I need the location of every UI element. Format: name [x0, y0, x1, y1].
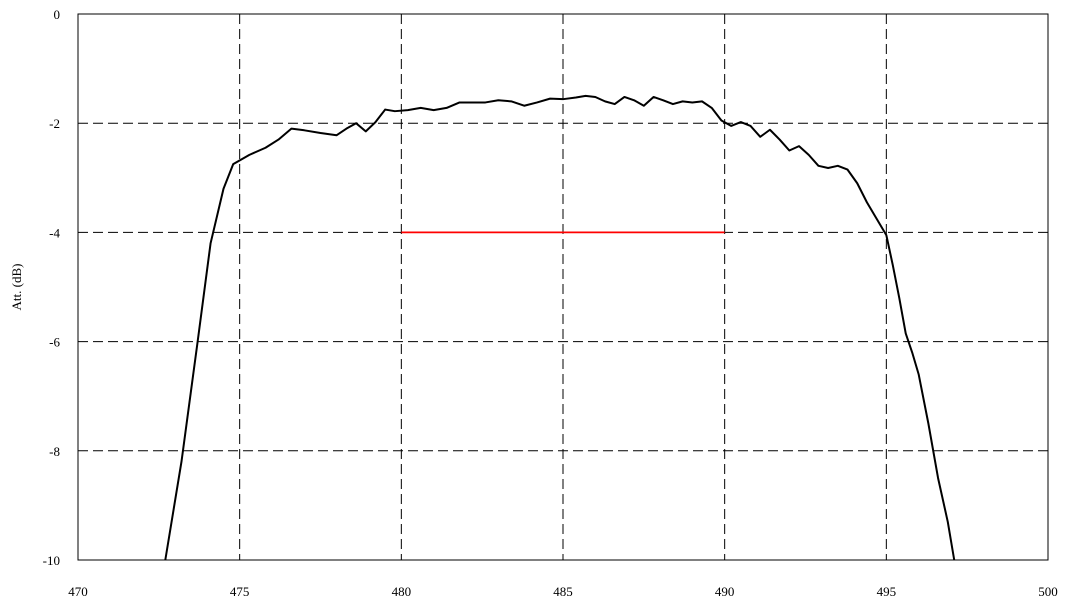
x-tick-label: 490: [715, 584, 735, 599]
series-line-1: [164, 94, 956, 561]
x-tick-label: 500: [1038, 584, 1058, 599]
plot-frame: [77, 13, 1049, 561]
x-tick-label: 480: [392, 584, 412, 599]
series-group: [164, 94, 956, 561]
y-tick-label: 0: [54, 7, 61, 22]
y-tick-label: -8: [49, 444, 60, 459]
x-tick-label: 470: [68, 584, 88, 599]
x-tick-label: 495: [877, 584, 897, 599]
grid-lines: [78, 14, 1048, 560]
y-tick-label: -2: [49, 116, 60, 131]
x-tick-label: 475: [230, 584, 250, 599]
x-axis-ticks: 470 475 480 485 490 495 500: [68, 584, 1058, 599]
x-tick-label: 485: [553, 584, 573, 599]
y-tick-label: -10: [43, 553, 60, 568]
y-tick-label: -4: [49, 225, 60, 240]
y-axis-ticks: 0 -2 -4 -6 -8 -10: [43, 7, 61, 568]
y-axis-label: Att. (dB): [9, 264, 24, 311]
y-tick-label: -6: [49, 335, 60, 350]
